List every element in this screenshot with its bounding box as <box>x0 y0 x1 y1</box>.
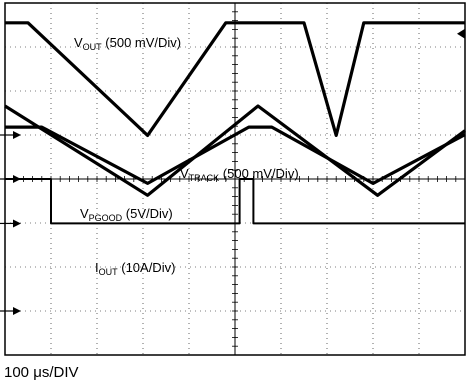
vout-trace <box>5 21 465 137</box>
vout-label: VOUT (500 mV/Div) <box>74 35 181 52</box>
vpgood-trace <box>5 178 465 225</box>
ground-markers <box>0 28 465 315</box>
vtrack-trace <box>4 104 466 197</box>
trace-labels: VOUT (500 mV/Div) VTRACK (500 mV/Div) VPGO… <box>74 35 299 277</box>
ground-marker-arrow-icon <box>13 307 21 315</box>
ground-marker-arrow-icon <box>13 131 21 139</box>
ground-marker-arrow-icon <box>13 175 21 183</box>
timebase-label: 100 μs/DIV <box>4 364 79 381</box>
iout-trace <box>5 125 466 185</box>
vpgood-label: VPGOOD (5V/Div) <box>80 206 173 223</box>
ground-marker-arrow-icon <box>13 219 21 228</box>
iout-label: IOUT (10A/Div) <box>95 260 175 277</box>
vtrack-label: VTRACK (500 mV/Div) <box>180 166 299 183</box>
oscilloscope-chart: VOUT (500 mV/Div) VTRACK (500 mV/Div) VPGO… <box>0 2 466 356</box>
trigger-marker-icon <box>457 28 465 39</box>
traces <box>4 21 466 225</box>
